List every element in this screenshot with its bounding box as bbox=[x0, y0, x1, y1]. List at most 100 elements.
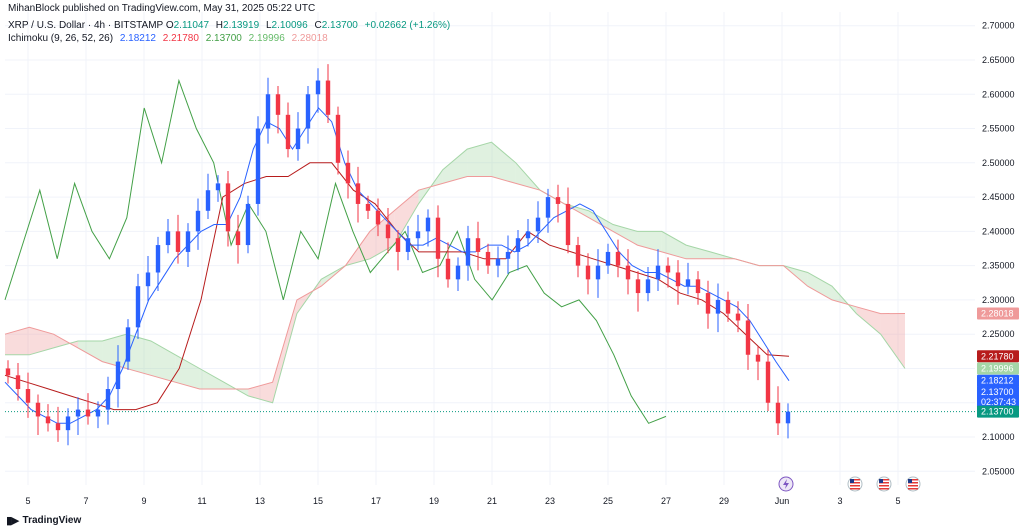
leading-span-b-line bbox=[4, 176, 906, 390]
us-flag-stripe bbox=[879, 488, 889, 490]
candle-body bbox=[725, 299, 731, 314]
x-tick-label: 19 bbox=[429, 496, 439, 506]
y-tick-label: 2.65000 bbox=[982, 55, 1015, 65]
candle-body bbox=[255, 128, 261, 204]
y-tick-label: 2.50000 bbox=[982, 158, 1015, 168]
candle-body bbox=[675, 272, 681, 287]
candle-body bbox=[165, 231, 171, 246]
candle-body bbox=[195, 210, 201, 232]
candle-body bbox=[295, 128, 301, 150]
x-tick-label: 23 bbox=[545, 496, 555, 506]
x-tick-label: 13 bbox=[255, 496, 265, 506]
x-tick-label: 17 bbox=[371, 496, 381, 506]
candle-body bbox=[385, 224, 391, 239]
candle-body bbox=[515, 238, 521, 252]
cloud-segment bbox=[77, 341, 103, 362]
us-flag-stripe bbox=[908, 479, 918, 481]
candle-body bbox=[705, 293, 711, 314]
y-tick-label: 2.35000 bbox=[982, 261, 1015, 271]
ohlc-change: +0.02662 (+1.26%) bbox=[364, 20, 451, 31]
us-flag-stripe bbox=[850, 482, 860, 484]
ohlc-close: C2.13700 bbox=[314, 20, 358, 31]
us-flag-stripe bbox=[879, 485, 889, 487]
ohlc-low: L2.10096 bbox=[265, 20, 308, 31]
ichimoku-label: Ichimoku (9, 26, 52, 26) bbox=[8, 33, 114, 44]
candle-body bbox=[625, 265, 631, 280]
candle-body bbox=[335, 114, 341, 163]
candle-body bbox=[545, 197, 551, 218]
candle-body bbox=[85, 409, 91, 417]
candle-body bbox=[155, 245, 161, 273]
y-tick-label: 2.70000 bbox=[982, 21, 1015, 31]
ohlc-open: O2.11047 bbox=[165, 20, 210, 31]
y-tick-label: 2.60000 bbox=[982, 89, 1015, 99]
x-tick-label: 27 bbox=[661, 496, 671, 506]
price-tag-label: 2.21780 bbox=[981, 351, 1014, 361]
candle-body bbox=[355, 183, 361, 204]
candle-body bbox=[185, 231, 191, 252]
tradingview-logo-icon: ▮▶ bbox=[6, 515, 19, 527]
tradingview-logo[interactable]: ▮▶ TradingView bbox=[6, 514, 81, 527]
us-flag-stripe bbox=[850, 485, 860, 487]
publisher-line: MihanBlock published on TradingView.com,… bbox=[8, 3, 316, 14]
x-tick-label: Jun bbox=[775, 496, 790, 506]
x-tick-label: 11 bbox=[197, 496, 206, 506]
price-tag-countdown: 02:37:43 bbox=[981, 397, 1016, 407]
candle-body bbox=[785, 411, 791, 424]
candlestick-series bbox=[5, 64, 791, 446]
candle-body bbox=[405, 238, 411, 252]
candle-body bbox=[395, 238, 401, 252]
time-axis[interactable]: 5 7 9 11 13 15 17 19 21 23 25 27 29 Jun 3 5 bbox=[25, 496, 900, 506]
candle-body bbox=[125, 327, 131, 362]
tradingview-brand: TradingView bbox=[22, 515, 82, 526]
candle-body bbox=[735, 313, 741, 321]
cloud-segment bbox=[5, 327, 30, 355]
ichimoku-conversion-value: 2.18212 bbox=[119, 33, 156, 44]
us-flag-event-icon bbox=[905, 476, 921, 492]
candle-body bbox=[635, 279, 641, 294]
candle-body bbox=[455, 265, 461, 280]
cloud-segment bbox=[880, 313, 905, 369]
candle-body bbox=[305, 94, 311, 129]
candle-body bbox=[425, 217, 431, 232]
candle-body bbox=[315, 80, 321, 95]
price-tag bbox=[977, 405, 1019, 418]
candle-body bbox=[595, 265, 601, 280]
price-tag bbox=[977, 385, 1019, 408]
candle-body bbox=[445, 258, 451, 280]
symbol-legend[interactable]: XRP / U.S. Dollar · 4h · BITSTAMP O2.110… bbox=[8, 20, 454, 31]
us-flag-stripe bbox=[908, 488, 918, 490]
x-tick-label: 25 bbox=[603, 496, 613, 506]
x-tick-label: 5 bbox=[25, 496, 30, 506]
us-flag-canton bbox=[850, 479, 854, 483]
x-tick-label: 29 bbox=[719, 496, 729, 506]
candle-body bbox=[535, 217, 541, 232]
candle-body bbox=[265, 94, 271, 129]
candle-body bbox=[55, 423, 61, 431]
candle-body bbox=[15, 375, 21, 390]
candle-body bbox=[765, 361, 771, 403]
price-tag bbox=[977, 350, 1019, 363]
candle-body bbox=[755, 354, 761, 362]
price-tag bbox=[977, 374, 1019, 387]
candle-body bbox=[115, 361, 121, 390]
cloud-segment bbox=[248, 382, 273, 403]
candle-body bbox=[505, 251, 511, 259]
lagging-span-line bbox=[4, 78, 667, 424]
candle-body bbox=[695, 279, 701, 294]
y-tick-label: 2.10000 bbox=[982, 432, 1015, 442]
candle-body bbox=[175, 231, 181, 252]
price-tag-label: 2.18212 bbox=[981, 376, 1014, 386]
cloud-segment bbox=[588, 210, 614, 232]
candle-body bbox=[225, 183, 231, 232]
cloud-segment bbox=[29, 327, 54, 355]
candle-body bbox=[25, 389, 31, 403]
candle-body bbox=[555, 197, 561, 204]
candle-body bbox=[575, 245, 581, 266]
candle-body bbox=[475, 238, 481, 252]
lightning-event-icon-bolt bbox=[783, 479, 789, 489]
ichimoku-legend[interactable]: Ichimoku (9, 26, 52, 26) 2.18212 2.21780… bbox=[8, 33, 328, 44]
candle-body bbox=[45, 416, 51, 424]
cloud-segment bbox=[102, 334, 127, 369]
